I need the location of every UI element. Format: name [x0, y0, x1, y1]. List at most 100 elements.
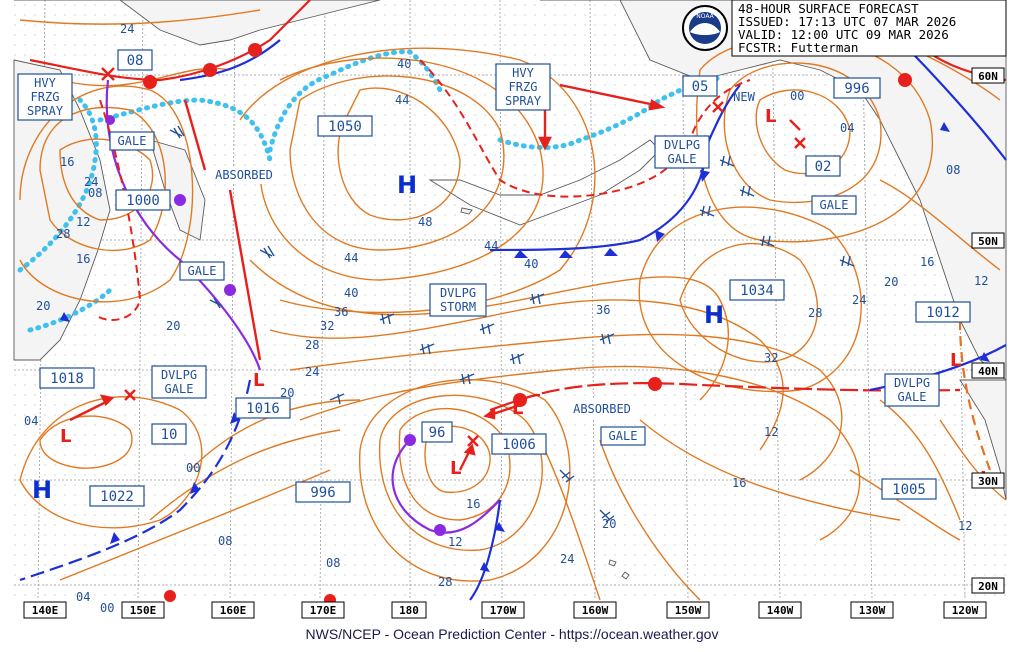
pressure-value: 1016	[246, 401, 280, 417]
svg-text:12: 12	[764, 425, 778, 439]
svg-text:28: 28	[305, 338, 319, 352]
svg-text:44: 44	[344, 251, 358, 265]
header-forecaster: FCSTR: Futterman	[738, 40, 858, 55]
svg-text:L: L	[512, 398, 523, 419]
svg-text:40: 40	[344, 286, 358, 300]
high-center-letter: H	[397, 171, 417, 199]
header-issued: ISSUED: 17:13 UTC 07 MAR 2026	[738, 14, 956, 29]
svg-text:12: 12	[974, 274, 988, 288]
svg-text:08: 08	[326, 556, 340, 570]
svg-text:12: 12	[958, 519, 972, 533]
svg-text:30N: 30N	[978, 475, 998, 488]
svg-text:L: L	[450, 458, 461, 479]
pressure-value: 996	[844, 81, 869, 97]
header-box: NOAA 48-HOUR SURFACE FORECAST ISSUED: 17…	[682, 0, 1007, 57]
svg-text:20: 20	[602, 517, 616, 531]
svg-text:48: 48	[418, 215, 432, 229]
pressure-value: 1006	[502, 437, 536, 453]
pressure-value: 1012	[926, 305, 960, 321]
svg-text:50N: 50N	[978, 235, 998, 248]
svg-text:04: 04	[24, 414, 38, 428]
warning-text: FRZG	[509, 80, 538, 94]
pressure-value: 996	[310, 485, 335, 501]
svg-text:36: 36	[334, 305, 348, 319]
svg-text:40: 40	[524, 257, 538, 271]
svg-text:L: L	[765, 106, 776, 127]
svg-text:04: 04	[840, 121, 854, 135]
svg-text:28: 28	[808, 306, 822, 320]
pressure-value: 1050	[328, 119, 362, 135]
high-center-letter: H	[32, 476, 52, 504]
pressure-value: 1034	[740, 283, 774, 299]
svg-text:130W: 130W	[859, 604, 886, 617]
svg-text:170E: 170E	[310, 604, 337, 617]
occluded-symbols	[105, 115, 446, 536]
warning-text: GALE	[165, 382, 194, 396]
pressure-value: 1000	[126, 193, 160, 209]
pressure-value: 1005	[892, 482, 926, 498]
svg-text:140E: 140E	[32, 604, 59, 617]
header-title: 48-HOUR SURFACE FORECAST	[738, 1, 919, 16]
warning-text: DVLPG	[440, 286, 476, 300]
warning-text: FRZG	[31, 90, 60, 104]
high-center-letter: H	[704, 301, 724, 329]
warning-text: DVLPG	[894, 376, 930, 390]
annotation-text: NEW	[733, 90, 755, 104]
pressure-value: 08	[127, 53, 144, 69]
annotation-text: ABSORBED	[215, 168, 273, 182]
svg-text:00: 00	[186, 461, 200, 475]
svg-text:28: 28	[438, 575, 452, 589]
svg-text:60N: 60N	[978, 70, 998, 83]
ice-edge	[17, 49, 723, 333]
svg-text:20N: 20N	[978, 580, 998, 593]
svg-text:150E: 150E	[130, 604, 157, 617]
svg-text:04: 04	[76, 590, 90, 604]
pressure-value: 05	[692, 79, 709, 95]
svg-text:24: 24	[84, 175, 98, 189]
pressure-value: 96	[429, 425, 446, 441]
annotations: ABSORBED ABSORBED NEW	[206, 90, 756, 418]
svg-text:44: 44	[484, 239, 498, 253]
svg-text:L: L	[950, 350, 961, 371]
warning-text: GALE	[820, 198, 849, 212]
movement-arrows	[69, 83, 801, 471]
pressure-value: 02	[815, 159, 832, 175]
pressure-value: 10	[161, 427, 178, 443]
pressure-values: 1050 1034 1022 1000 1018 10 1016 96 1006…	[39, 49, 971, 507]
svg-text:L: L	[253, 370, 264, 391]
pressure-value: 1022	[100, 489, 134, 505]
svg-text:24: 24	[852, 293, 866, 307]
warning-text: HVY	[34, 76, 56, 90]
svg-text:160W: 160W	[582, 604, 609, 617]
svg-text:16: 16	[732, 476, 746, 490]
svg-text:12: 12	[448, 535, 462, 549]
svg-text:20: 20	[884, 275, 898, 289]
isobar-labels: 24 44 40 48 44 40 44 36 32 28 24 20 40 3…	[24, 22, 988, 615]
warning-labels: HVY FRZG SPRAY HVY FRZG SPRAY GALE GALE …	[17, 63, 940, 446]
svg-text:32: 32	[320, 319, 334, 333]
svg-text:120W: 120W	[952, 604, 979, 617]
svg-text:L: L	[60, 426, 71, 447]
warning-text: GALE	[188, 264, 217, 278]
svg-text:150W: 150W	[675, 604, 702, 617]
svg-text:36: 36	[596, 303, 610, 317]
svg-text:12: 12	[76, 215, 90, 229]
svg-text:08: 08	[946, 163, 960, 177]
svg-text:40N: 40N	[978, 365, 998, 378]
svg-text:28: 28	[56, 227, 70, 241]
warning-text: STORM	[440, 300, 476, 314]
svg-text:20: 20	[166, 319, 180, 333]
svg-text:180: 180	[399, 604, 419, 617]
svg-text:32: 32	[764, 351, 778, 365]
warning-text: SPRAY	[27, 104, 64, 118]
low-center-markers	[101, 67, 806, 447]
svg-text:24: 24	[560, 552, 574, 566]
pressure-value: 1018	[50, 371, 84, 387]
footer-credit: NWS/NCEP - Ocean Prediction Center - htt…	[305, 626, 719, 642]
warning-text: GALE	[118, 134, 147, 148]
axis-labels: 140E 150E 160E 170E 180 170W 160W 150W 1…	[23, 67, 1005, 619]
warning-text: HVY	[512, 66, 534, 80]
svg-text:16: 16	[60, 155, 74, 169]
freezing-spray-zones	[94, 59, 751, 321]
